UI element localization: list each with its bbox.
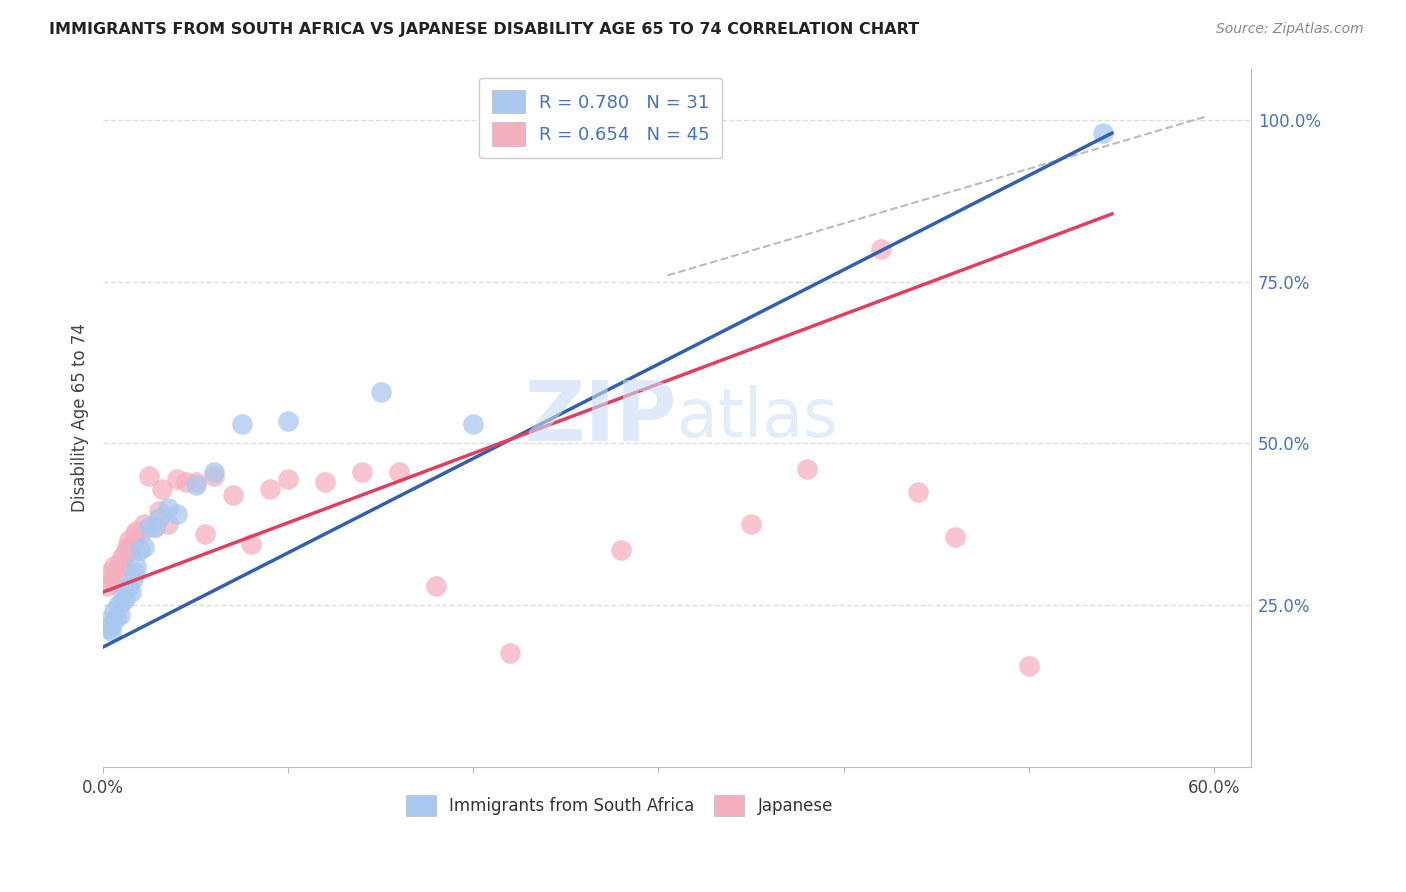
Point [184, 475, 207, 490]
Point [194, 527, 217, 541]
Point [96, 614, 118, 628]
Point [202, 468, 225, 483]
Point [148, 510, 170, 524]
Point [150, 482, 173, 496]
Point [111, 595, 134, 609]
Legend: Immigrants from South Africa, Japanese: Immigrants from South Africa, Japanese [398, 787, 842, 824]
Point [166, 508, 188, 522]
Point [240, 536, 263, 550]
Point [388, 466, 411, 480]
Point [100, 569, 122, 583]
Point [112, 556, 135, 570]
Text: ZIP: ZIP [524, 377, 676, 458]
Point [112, 585, 135, 599]
Point [121, 572, 143, 586]
Point [107, 598, 129, 612]
Y-axis label: Disability Age 65 to 74: Disability Age 65 to 74 [72, 323, 89, 512]
Text: IMMIGRANTS FROM SOUTH AFRICA VS JAPANESE DISABILITY AGE 65 TO 74 CORRELATION CHA: IMMIGRANTS FROM SOUTH AFRICA VS JAPANESE… [49, 22, 920, 37]
Point [277, 414, 299, 428]
Point [129, 543, 152, 558]
Point [148, 504, 170, 518]
Point [143, 520, 166, 534]
Point [352, 466, 374, 480]
Point [132, 517, 155, 532]
Point [740, 517, 762, 532]
Point [129, 527, 152, 541]
Point [120, 543, 142, 558]
Point [118, 578, 141, 592]
Point [132, 540, 155, 554]
Point [231, 417, 253, 431]
Point [124, 566, 146, 580]
Point [105, 562, 128, 576]
Point [100, 624, 122, 638]
Point [125, 524, 148, 538]
Point [156, 517, 179, 532]
Point [124, 527, 146, 541]
Point [107, 566, 129, 580]
Point [463, 417, 485, 431]
Point [202, 466, 225, 480]
Point [101, 575, 124, 590]
Point [499, 647, 522, 661]
Point [118, 533, 141, 548]
Point [610, 543, 633, 558]
Point [103, 559, 125, 574]
Point [222, 488, 245, 502]
Text: Source: ZipAtlas.com: Source: ZipAtlas.com [1216, 22, 1364, 37]
Point [259, 482, 281, 496]
Point [97, 621, 120, 635]
Point [176, 475, 198, 490]
Point [96, 578, 118, 592]
Point [108, 607, 131, 622]
Point [138, 468, 160, 483]
Text: atlas: atlas [676, 384, 838, 450]
Point [314, 475, 336, 490]
Point [120, 585, 142, 599]
Point [907, 484, 929, 499]
Point [1091, 126, 1114, 140]
Point [103, 604, 125, 618]
Point [125, 559, 148, 574]
Point [114, 591, 136, 606]
Point [115, 540, 138, 554]
Point [1018, 659, 1040, 673]
Point [114, 546, 136, 560]
Point [869, 243, 891, 257]
Point [105, 611, 128, 625]
Point [796, 462, 818, 476]
Point [138, 520, 160, 534]
Point [166, 472, 188, 486]
Point [425, 578, 447, 592]
Point [108, 556, 131, 570]
Point [277, 472, 299, 486]
Point [97, 566, 120, 580]
Point [111, 549, 134, 564]
Point [156, 501, 179, 516]
Point [143, 520, 166, 534]
Point [184, 478, 207, 492]
Point [943, 530, 966, 544]
Point [101, 617, 124, 632]
Point [370, 384, 392, 399]
Point [121, 536, 143, 550]
Point [115, 582, 138, 596]
